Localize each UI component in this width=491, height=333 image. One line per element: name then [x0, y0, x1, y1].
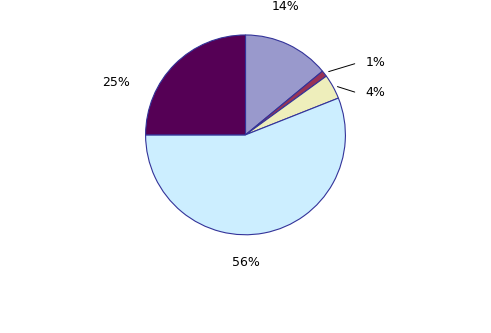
Wedge shape [146, 98, 345, 235]
Wedge shape [146, 35, 246, 135]
Text: 56%: 56% [232, 256, 259, 269]
Wedge shape [246, 35, 323, 135]
Wedge shape [246, 71, 327, 135]
Text: 14%: 14% [272, 0, 300, 14]
Wedge shape [246, 76, 338, 135]
Text: 1%: 1% [365, 56, 385, 70]
Text: 4%: 4% [365, 86, 385, 100]
Text: 25%: 25% [102, 76, 130, 90]
